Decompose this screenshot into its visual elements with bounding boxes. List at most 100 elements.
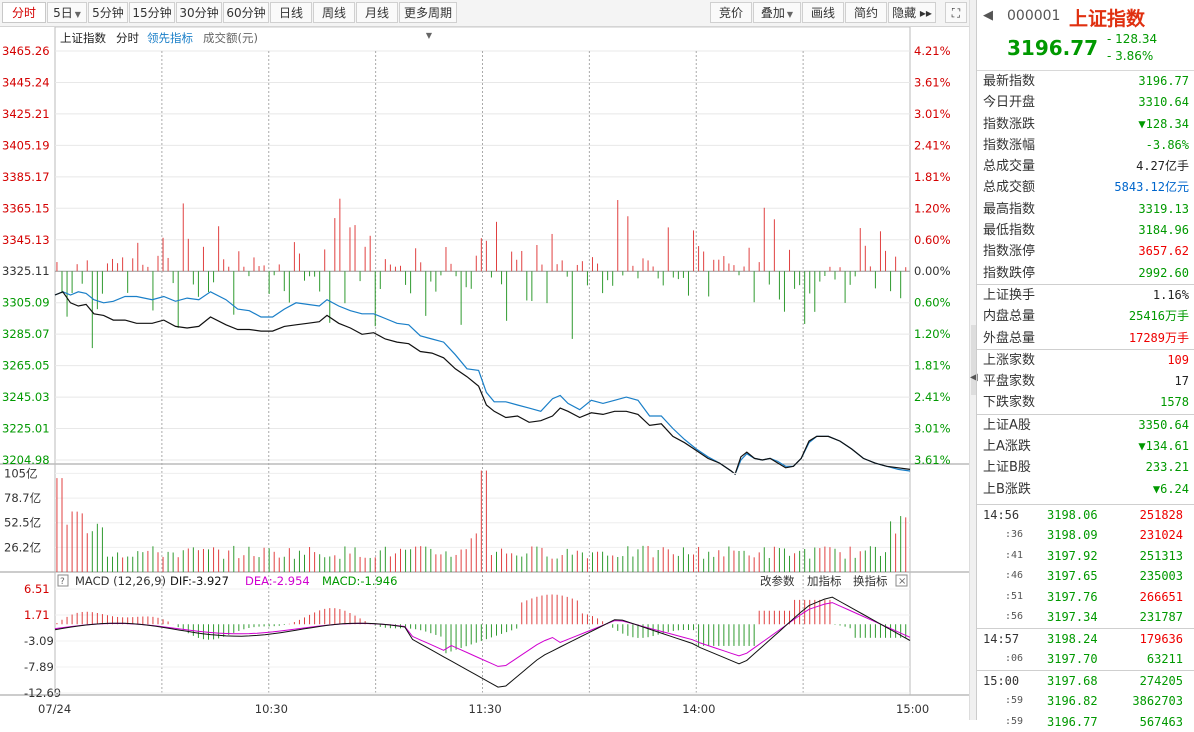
tick-row[interactable]: :59 3196.82 3862703 <box>977 691 1194 712</box>
quote-panel: ◀ 000001 上证指数 3196.77 - 128.34 - 3.86% 最… <box>976 0 1194 729</box>
period-tab-3[interactable]: 15分钟 <box>129 2 175 23</box>
period-tab-0[interactable]: 分时 <box>2 2 46 23</box>
quote-value: 25416万手 <box>1128 309 1189 324</box>
dropdown-arrow-icon: ▼ <box>425 31 433 40</box>
tick-row[interactable]: :36 3198.09 231024 <box>977 525 1194 546</box>
tick-volume: 251313 <box>1139 548 1183 563</box>
volume-tick-label: 105亿 <box>4 466 37 480</box>
quote-label: 下跌家数 <box>983 395 1036 411</box>
quote-row: 指数涨停 3657.62 <box>977 241 1194 262</box>
tool-button-3[interactable]: 简约 <box>845 2 887 23</box>
stock-price: 3196.77 <box>1007 36 1099 60</box>
quote-row: 最低指数 3184.96 <box>977 220 1194 241</box>
tick-row[interactable]: :56 3197.34 231787 <box>977 607 1194 628</box>
macd-dif-line <box>54 596 911 688</box>
tool-button-label: 画线 <box>810 6 835 20</box>
tick-volume: 3862703 <box>1132 694 1183 709</box>
tick-price: 3196.77 <box>1047 714 1098 729</box>
tick-row[interactable]: :51 3197.76 266651 <box>977 587 1194 608</box>
splitter-grip[interactable] <box>971 325 976 395</box>
tool-button-1[interactable]: 叠加 ▼ <box>753 2 801 23</box>
price-tick-label: 3445.24 <box>2 75 50 89</box>
tool-button-4[interactable]: 隐藏 ▸▸ <box>888 2 936 23</box>
pct-tick-label: 2.41% <box>914 390 951 404</box>
price-tick-label: 3285.07 <box>2 327 50 341</box>
tick-volume: 63211 <box>1146 652 1183 667</box>
fullscreen-icon[interactable]: ⛶ <box>945 2 967 23</box>
time-tick-label: 14:00 <box>682 702 715 716</box>
period-tab-label: 周线 <box>321 6 346 20</box>
tool-button-label: 简约 <box>853 6 878 20</box>
pct-tick-label: 4.21% <box>914 44 951 58</box>
quote-label: 指数涨停 <box>983 244 1036 260</box>
tick-row[interactable]: :41 3197.92 251313 <box>977 546 1194 567</box>
tick-price: 3197.92 <box>1047 548 1098 563</box>
macd-button-2[interactable]: 换指标 <box>853 574 888 588</box>
period-tab-6[interactable]: 日线 <box>270 2 312 23</box>
back-arrow-icon[interactable]: ◀ <box>983 8 993 23</box>
quote-label: 上B涨跌 <box>983 481 1031 497</box>
panel-splitter[interactable]: ◀ <box>969 0 978 720</box>
pct-tick-label: 3.61% <box>914 453 951 467</box>
price-tick-label: 3265.05 <box>2 359 50 373</box>
tick-volume: 251828 <box>1139 507 1183 522</box>
quote-value: 3184.96 <box>1138 223 1189 238</box>
tick-row[interactable]: 14:56 3198.06 251828 <box>977 505 1194 526</box>
period-tab-9[interactable]: 更多周期 ▼ <box>399 2 457 40</box>
time-tick-label: 07/24 <box>38 702 71 716</box>
legend-item-0: 上证指数 <box>60 31 106 45</box>
macd-dea: DEA:-2.954 <box>245 574 310 588</box>
intraday-chart[interactable]: 上证指数 分时 领先指标 成交额(元) 3465.26 4.21% 3445.24 3.61%… <box>0 27 969 720</box>
macd-button-0[interactable]: 改参数 <box>760 574 795 588</box>
price-tick-label: 3345.13 <box>2 233 50 247</box>
period-tab-4[interactable]: 30分钟 <box>176 2 222 23</box>
price-tick-label: 3465.26 <box>2 44 50 58</box>
quote-value: 3196.77 <box>1138 74 1189 88</box>
legend-item-2: 领先指标 <box>147 31 193 45</box>
tick-row[interactable]: :46 3197.65 235003 <box>977 566 1194 587</box>
quote-row: 上B涨跌 ▼6.24 <box>977 479 1194 500</box>
tick-list[interactable]: 14:56 3198.06 251828:36 3198.09 231024:41 319… <box>977 503 1194 732</box>
quote-label: 最低指数 <box>983 223 1036 239</box>
price-tick-label: 3425.21 <box>2 107 50 121</box>
price-tick-label: 3225.01 <box>2 422 50 436</box>
macd-dea-line <box>54 602 911 667</box>
tick-price: 3197.34 <box>1047 610 1098 625</box>
quote-label: 上证B股 <box>983 460 1031 476</box>
tick-row[interactable]: :06 3197.70 63211 <box>977 649 1194 670</box>
quote-row: 指数涨跌 ▼128.34 <box>977 114 1194 135</box>
tick-row[interactable]: 15:00 3197.68 274205 <box>977 669 1194 692</box>
quote-value: ▼128.34 <box>1138 116 1189 131</box>
macd-button-1[interactable]: 加指标 <box>807 574 842 588</box>
time-tick-label: 15:00 <box>896 702 929 716</box>
macd-dif: DIF:-3.927 <box>170 574 229 588</box>
period-tab-1[interactable]: 5日 ▼ <box>47 2 87 23</box>
macd-tick-label: -3.09 <box>24 634 54 648</box>
tool-button-0[interactable]: 竞价 <box>710 2 752 23</box>
tool-button-label: 叠加 <box>760 6 785 20</box>
quote-label: 今日开盘 <box>983 95 1036 111</box>
tick-row[interactable]: 14:57 3198.24 179636 <box>977 627 1194 650</box>
macd-help-icon[interactable] <box>57 574 69 587</box>
legend-item-1: 分时 <box>116 31 139 45</box>
quote-header: ◀ 000001 上证指数 3196.77 - 128.34 - 3.86% <box>977 0 1194 71</box>
tick-price: 3197.68 <box>1047 673 1098 688</box>
tool-button-2[interactable]: 画线 <box>802 2 844 23</box>
quote-label: 上A涨跌 <box>983 439 1031 455</box>
period-tab-5[interactable]: 60分钟 <box>223 2 269 23</box>
collapse-arrow-icon[interactable]: ◀ <box>970 372 978 383</box>
period-toolbar: 分时 5日 ▼ 5分钟 15分钟 30分钟 60分钟 日线 周线 月线 更多周期▼ 竞价 叠加 ▼ 画线 简约… <box>0 0 970 40</box>
macd-close-icon[interactable] <box>895 574 908 587</box>
period-tab-8[interactable]: 月线 <box>356 2 398 23</box>
stock-name: 上证指数 <box>1069 8 1146 30</box>
quote-value: 2992.60 <box>1138 265 1189 280</box>
quote-value: 3319.13 <box>1138 201 1189 216</box>
quote-row: 指数涨幅 -3.86% <box>977 135 1194 156</box>
tick-row[interactable]: :59 3196.77 567463 <box>977 712 1194 732</box>
macd-value: MACD:-1.946 <box>322 574 397 588</box>
period-tab-7[interactable]: 周线 <box>313 2 355 23</box>
tick-volume: 231787 <box>1139 610 1183 625</box>
macd-tick-label: 6.51 <box>24 582 50 596</box>
period-tab-2[interactable]: 5分钟 <box>88 2 128 23</box>
volume-tick-label: 78.7亿 <box>4 491 41 505</box>
